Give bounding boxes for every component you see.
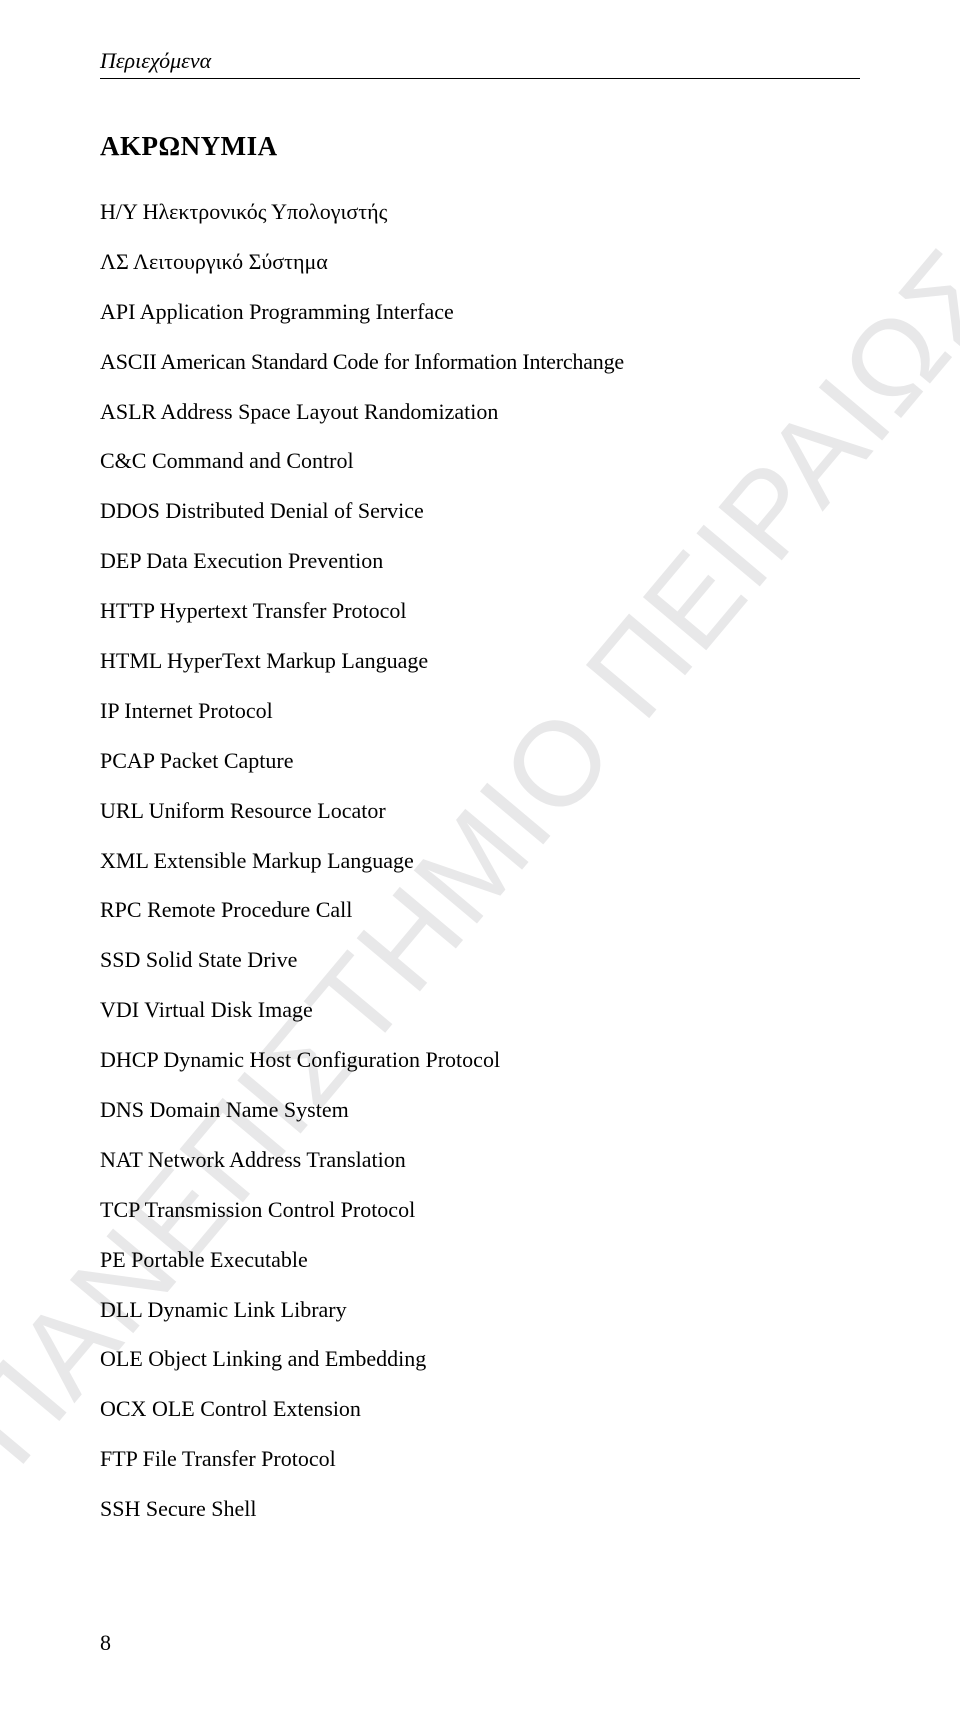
page-number: 8 — [100, 1630, 111, 1656]
acronym-entry: Η/Υ Ηλεκτρονικός Υπολογιστής — [100, 196, 860, 228]
acronym-entry: ΛΣ Λειτουργικό Σύστημα — [100, 246, 860, 278]
acronym-entry: PE Portable Executable — [100, 1244, 860, 1276]
acronym-entry: SSD Solid State Drive — [100, 944, 860, 976]
acronym-entry: ASCII American Standard Code for Informa… — [100, 346, 860, 378]
acronym-entry: IP Internet Protocol — [100, 695, 860, 727]
running-header: Περιεχόμενα — [100, 48, 860, 79]
document-page: ΠΑΝΕΠΙΣΤΗΜΙΟ ΠΕΙΡΑΙΩΣ Περιεχόμενα ΑΚΡΩΝΥ… — [0, 0, 960, 1712]
acronym-entry: C&C Command and Control — [100, 445, 860, 477]
acronym-entry: TCP Transmission Control Protocol — [100, 1194, 860, 1226]
acronym-entry: DHCP Dynamic Host Configuration Protocol — [100, 1044, 860, 1076]
acronym-entry: DLL Dynamic Link Library — [100, 1294, 860, 1326]
acronym-entry: HTML HyperText Markup Language — [100, 645, 860, 677]
page-content: Περιεχόμενα ΑΚΡΩΝΥΜΙΑ Η/Υ Ηλεκτρονικός Υ… — [100, 48, 860, 1525]
acronym-entry: PCAP Packet Capture — [100, 745, 860, 777]
acronym-entry: NAT Network Address Translation — [100, 1144, 860, 1176]
acronym-entry: OCX OLE Control Extension — [100, 1393, 860, 1425]
acronym-entry: ASLR Address Space Layout Randomization — [100, 396, 860, 428]
acronym-entry: VDI Virtual Disk Image — [100, 994, 860, 1026]
acronym-entry: HTTP Hypertext Transfer Protocol — [100, 595, 860, 627]
acronym-entry: DNS Domain Name System — [100, 1094, 860, 1126]
acronym-entry: DDOS Distributed Denial of Service — [100, 495, 860, 527]
page-title: ΑΚΡΩΝΥΜΙΑ — [100, 131, 860, 162]
acronym-entry: RPC Remote Procedure Call — [100, 894, 860, 926]
acronym-list: Η/Υ Ηλεκτρονικός Υπολογιστής ΛΣ Λειτουργι… — [100, 196, 860, 1525]
acronym-entry: OLE Object Linking and Embedding — [100, 1343, 860, 1375]
acronym-entry: FTP File Transfer Protocol — [100, 1443, 860, 1475]
acronym-entry: DEP Data Execution Prevention — [100, 545, 860, 577]
acronym-entry: XML Extensible Markup Language — [100, 845, 860, 877]
acronym-entry: URL Uniform Resource Locator — [100, 795, 860, 827]
acronym-entry: API Application Programming Interface — [100, 296, 860, 328]
acronym-entry: SSH Secure Shell — [100, 1493, 860, 1525]
running-header-text: Περιεχόμενα — [100, 48, 211, 73]
